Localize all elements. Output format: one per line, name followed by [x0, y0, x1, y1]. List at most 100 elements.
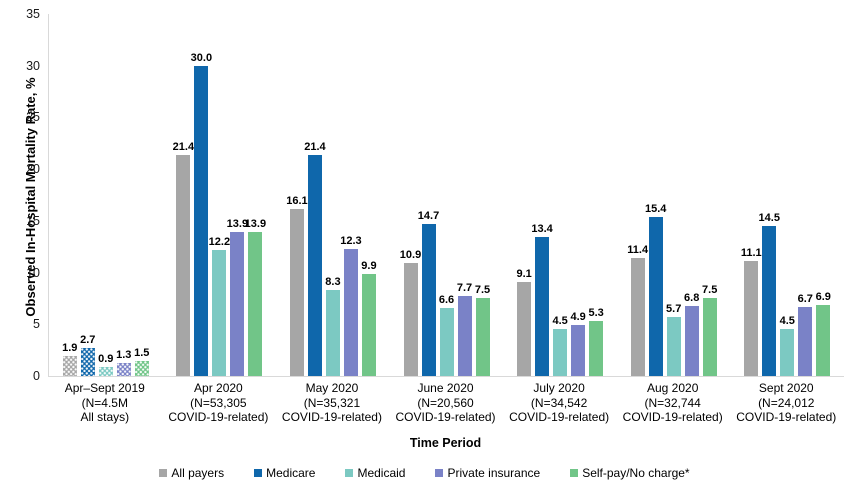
- bar-value-label: 11.1: [740, 247, 762, 260]
- bar: 13.9: [245, 218, 266, 376]
- y-tick-label: 0: [33, 369, 40, 383]
- legend-label: Private insurance: [447, 466, 541, 480]
- legend-label: Medicaid: [357, 466, 406, 480]
- bar: 11.4: [627, 244, 648, 376]
- x-category-label-line: (N=35,321: [303, 395, 361, 410]
- bar-value-label: 30.0: [190, 51, 213, 64]
- bar-value-label: 1.9: [62, 342, 78, 355]
- y-tick-label: 25: [26, 110, 40, 125]
- bar-group: 16.1 21.4 8.3 12.3 9.9: [276, 14, 390, 376]
- bar: 11.1: [741, 247, 762, 376]
- bar-value-label: 1.3: [116, 348, 132, 361]
- bar: 16.1: [286, 195, 308, 376]
- x-category-label-line: (N=32,744: [644, 395, 701, 410]
- legend-swatch: [435, 469, 444, 477]
- bar-group: 10.9 14.7 6.6 7.7 7.5: [390, 14, 504, 376]
- bar: 15.4: [645, 203, 666, 376]
- legend-swatch: [345, 469, 354, 477]
- y-tick-label: 20: [26, 162, 40, 177]
- bar-value-label: 8.3: [325, 276, 341, 289]
- bar: 6.9: [816, 291, 831, 376]
- bar: 1.3: [116, 349, 131, 376]
- bar-value-label: 4.9: [570, 311, 586, 324]
- bar-value-label: 21.4: [172, 140, 195, 153]
- x-category-label-line: (N=34,542: [530, 395, 588, 410]
- x-axis-category-labels: Apr–Sept 2019 (N=4.5M All stays) Apr 2020 (N…: [48, 381, 843, 425]
- bar: 0.9: [98, 353, 113, 376]
- bar: 12.3: [340, 235, 362, 376]
- bar-value-label: 10.9: [399, 249, 422, 262]
- bar: 1.9: [62, 342, 77, 376]
- bar-value-label: 14.7: [417, 209, 440, 222]
- bar: 4.9: [570, 311, 586, 376]
- bar-value-label: 1.5: [134, 346, 150, 359]
- bar: 30.0: [191, 52, 212, 376]
- legend-item: Private insurance: [435, 466, 540, 480]
- bar: 13.9: [227, 218, 248, 376]
- x-category-label: Apr–Sept 2019 (N=4.5M All stays): [48, 381, 162, 425]
- bar: 13.4: [531, 223, 553, 376]
- bar: 6.6: [439, 294, 454, 376]
- x-category-label-line: Apr–Sept 2019: [64, 381, 145, 395]
- bar-group: 11.1 14.5 4.5 6.7 6.9: [730, 14, 844, 376]
- x-category-label: June 2020 (N=20,560 COVID-19-related): [389, 381, 503, 425]
- bar-value-label: 6.8: [684, 291, 700, 304]
- y-tick-label: 30: [26, 58, 40, 73]
- x-category-label-line: Sept 2020: [758, 381, 814, 395]
- legend-item: Self-pay/No charge*: [570, 466, 690, 480]
- x-category-label-line: All stays): [80, 410, 130, 424]
- bar: 14.5: [759, 212, 780, 376]
- bar-value-label: 0.9: [98, 352, 114, 365]
- x-category-label-line: COVID-19-related): [509, 410, 610, 424]
- bar-value-label: 4.5: [552, 315, 568, 328]
- bar: 9.9: [361, 260, 377, 376]
- y-tick-label: 5: [33, 317, 40, 332]
- bar-value-label: 2.7: [80, 334, 96, 347]
- x-category-label-line: July 2020: [533, 381, 585, 395]
- legend-swatch: [570, 469, 579, 477]
- bar-value-label: 5.7: [666, 303, 682, 316]
- legend-label: Medicare: [266, 466, 316, 480]
- bar-value-label: 9.1: [516, 267, 532, 280]
- bar-value-label: 4.5: [779, 315, 795, 328]
- bar-value-label: 13.9: [244, 218, 267, 231]
- bar: 21.4: [173, 141, 194, 376]
- legend: All payers Medicare Medicaid Private insura…: [0, 466, 849, 480]
- bar: 21.4: [304, 141, 326, 376]
- legend-label: All payers: [171, 466, 225, 480]
- x-category-label-line: (N=24,012: [758, 395, 815, 410]
- bar: 4.5: [552, 315, 568, 376]
- bar-value-label: 5.3: [588, 307, 604, 320]
- x-category-label-line: Aug 2020: [646, 381, 699, 395]
- x-category-label-line: May 2020: [305, 381, 359, 395]
- x-category-label-line: COVID-19-related): [281, 410, 382, 424]
- x-category-label-line: COVID-19-related): [168, 410, 269, 424]
- x-category-label-line: COVID-19-related): [736, 410, 837, 424]
- legend-swatch: [254, 469, 263, 477]
- bar-group: 9.1 13.4 4.5 4.9 5.3: [503, 14, 617, 376]
- bar: 6.7: [798, 293, 813, 376]
- x-axis-title: Time Period: [409, 436, 482, 450]
- x-category-label-line: COVID-19-related): [395, 410, 496, 424]
- x-category-label-line: (N=4.5M: [81, 395, 128, 410]
- bar: 1.5: [134, 347, 149, 376]
- bar: 9.1: [516, 268, 532, 376]
- legend-swatch: [159, 469, 168, 477]
- bar: 7.5: [702, 284, 717, 376]
- bar-groups: 1.9 2.7 0.9 1.3 1.5 21.4 30.0 12.2 13.9 13.9 16.1 2…: [49, 14, 844, 376]
- x-category-label: Apr 2020 (N=53,305 COVID-19-related): [162, 381, 276, 425]
- bar: 4.5: [780, 315, 795, 376]
- legend-item: All payers: [159, 466, 224, 480]
- x-category-label: May 2020 (N=35,321 COVID-19-related): [275, 381, 389, 425]
- bar: 12.2: [209, 236, 230, 376]
- bar-value-label: 13.9: [226, 218, 249, 231]
- bar-value-label: 14.5: [758, 212, 780, 225]
- bar-group: 11.4 15.4 5.7 6.8 7.5: [617, 14, 731, 376]
- bar-value-label: 6.7: [797, 292, 813, 305]
- bar-value-label: 7.5: [474, 284, 491, 297]
- bar-value-label: 6.6: [438, 293, 455, 306]
- x-category-label: Sept 2020 (N=24,012 COVID-19-related): [729, 381, 843, 425]
- y-tick-label: 35: [26, 7, 40, 21]
- y-tick-label: 10: [26, 265, 40, 280]
